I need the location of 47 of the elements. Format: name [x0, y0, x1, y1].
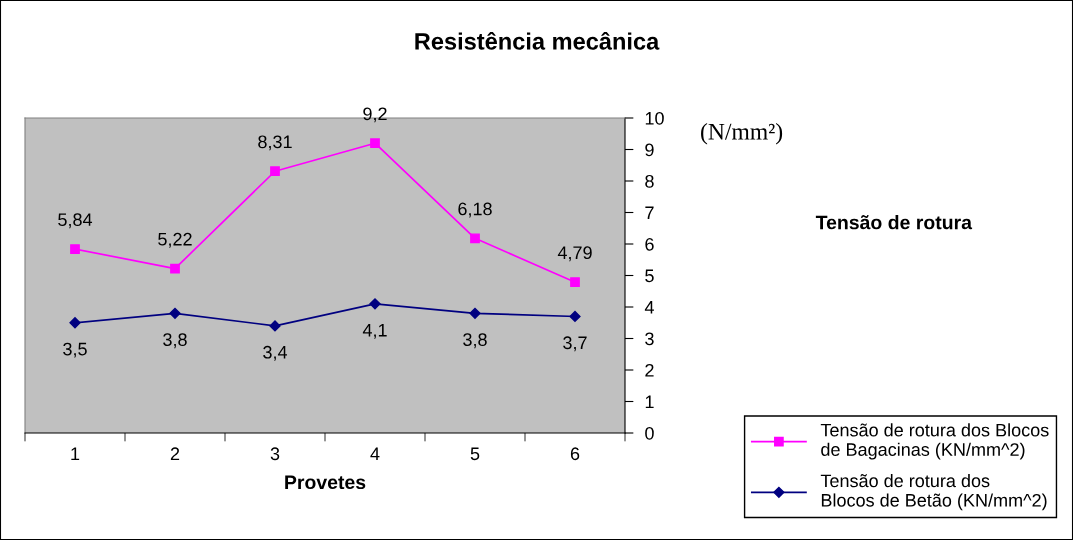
y-tick-label: 4 [644, 301, 654, 314]
point [370, 138, 380, 149]
x-tick-label: 3 [270, 447, 280, 461]
data-label: 4,79 [557, 246, 592, 262]
chart-title: Resistência mecânica [415, 31, 660, 50]
y-tick-label: 6 [645, 237, 654, 251]
data-label: 8,31 [258, 135, 292, 151]
data-label: 3,4 [263, 345, 288, 361]
point [169, 307, 181, 319]
point [70, 244, 80, 254]
y-tick-label: 7 [645, 206, 654, 220]
point [470, 233, 480, 244]
x-tick-label: 6 [570, 447, 580, 461]
x-tick-label: 2 [170, 447, 180, 460]
y-tick-label: 1 [645, 395, 654, 409]
y-axis-title: (N/mm²) [701, 123, 783, 145]
point [270, 166, 280, 177]
text: Tensão de rotura [815, 215, 973, 230]
point [469, 307, 481, 319]
y-tick-label: 5 [645, 269, 654, 283]
data-label: 5,22 [158, 232, 192, 248]
data-label: 9,2 [363, 107, 387, 123]
data-label: 4,1 [362, 323, 387, 339]
point [369, 298, 381, 310]
y-tick-label: 0 [645, 426, 654, 440]
x-tick-label: 5 [470, 447, 480, 461]
y-tick-label: 8 [645, 174, 654, 188]
y-tick-label: 2 [645, 363, 654, 377]
data-label: 6,18 [458, 202, 492, 218]
legend-label: Tensão de rotura dos Blocos de Betão (KN/mm^2) [820, 473, 1047, 511]
y-tick-label: 3 [645, 332, 654, 346]
x-axis-title: Provetes [285, 475, 366, 490]
point [569, 310, 581, 323]
data-label: 3,8 [163, 333, 187, 349]
data-label: 3,8 [463, 333, 487, 349]
point [69, 317, 81, 329]
data-label: 3,7 [563, 336, 587, 352]
point [269, 320, 281, 332]
data-label: 5,84 [58, 213, 93, 229]
y-tick-label: 9 [645, 143, 654, 157]
point [170, 263, 180, 274]
data-label: 3,5 [63, 342, 87, 358]
legend-label: Tensão de rotura dos Blocos de Bagacinas (KN/mm^2) [820, 423, 1049, 460]
y-tick-label: 10 [645, 111, 664, 125]
x-tick-label: 4 [370, 447, 380, 460]
x-tick-label: 1 [71, 447, 80, 460]
point [570, 277, 580, 287]
